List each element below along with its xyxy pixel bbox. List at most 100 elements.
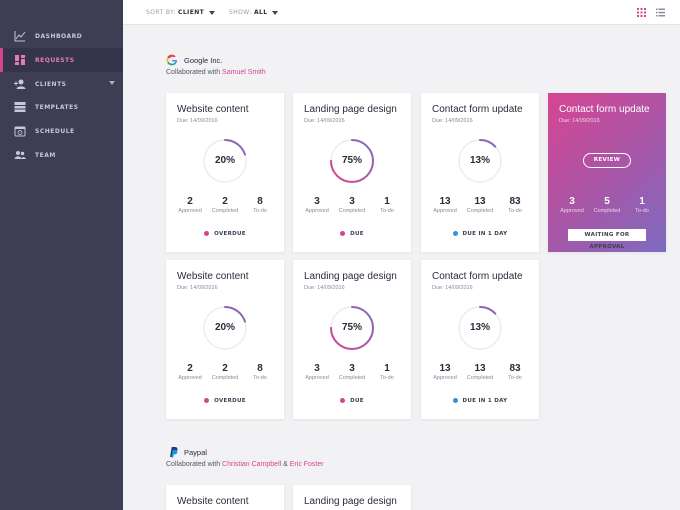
request-card[interactable]: Website content Due: 14/09/2016 20% 2 Ap… — [166, 260, 284, 419]
status-dot — [452, 231, 458, 236]
status-indicator: DUE IN 1 DAY — [421, 398, 539, 404]
paypal-logo — [170, 447, 178, 458]
todo-count: 8 — [257, 363, 263, 374]
completed-label: Completed — [338, 375, 366, 381]
status-dot — [204, 398, 210, 403]
sidebar-item-label: TEMPLATES — [35, 103, 79, 111]
status-label: DUE IN 1 DAY — [462, 398, 508, 404]
todo-count: 83 — [509, 196, 521, 207]
stat-approved: 3 Approved — [297, 196, 337, 214]
card-due-date: Due: 14/09/2016 — [559, 118, 600, 124]
approved-label: Approved — [305, 208, 329, 214]
sort-by-dropdown[interactable]: SORT BY: CLIENT — [146, 9, 216, 16]
sidebar-item-label: REQUESTS — [35, 56, 75, 64]
collaborator-link[interactable]: Eric Foster — [289, 461, 324, 468]
sidebar-item-clients[interactable]: CLIENTS — [0, 72, 123, 96]
approved-label: Approved — [178, 375, 202, 381]
stat-todo: 1 To-do — [622, 196, 662, 214]
todo-count: 1 — [384, 363, 390, 374]
request-card-featured[interactable]: Contact form update Due: 14/09/2016 REVI… — [548, 93, 666, 252]
card-due-date: Due: 14/09/2016 — [304, 285, 345, 291]
users-icon — [14, 79, 26, 89]
approved-count: 3 — [314, 196, 320, 207]
client-name: Google Inc. — [184, 56, 223, 65]
grid-view-icon[interactable] — [637, 8, 646, 17]
progress-percent: 13% — [469, 155, 490, 166]
progress-percent: 75% — [341, 322, 362, 333]
status-indicator: OVERDUE — [166, 231, 284, 237]
stat-approved: 3 Approved — [297, 363, 337, 381]
request-card[interactable]: Website content Due: 14/09/2016 20% 2 Ap… — [166, 93, 284, 252]
chevron-down-icon — [209, 10, 216, 15]
calendar-icon — [14, 126, 26, 137]
sidebar-item-requests[interactable]: REQUESTS — [0, 48, 123, 72]
request-card[interactable]: Website content — [166, 485, 284, 510]
stat-completed: 5 Completed — [587, 196, 627, 214]
progress-percent: 20% — [214, 322, 235, 333]
stat-todo: 1 To-do — [367, 363, 407, 381]
request-card[interactable]: Contact form update Due: 14/09/2016 13% … — [421, 260, 539, 419]
approved-label: Approved — [178, 208, 202, 214]
approved-count: 2 — [187, 363, 193, 374]
approved-count: 2 — [187, 196, 193, 207]
completed-label: Completed — [466, 375, 494, 381]
collaborator-link[interactable]: Samuel Smith — [222, 69, 266, 76]
todo-label: To-do — [508, 208, 522, 214]
show-dropdown[interactable]: SHOW: ALL — [229, 9, 279, 16]
progress-ring — [203, 139, 247, 183]
sort-by-value: CLIENT — [178, 9, 205, 16]
status-label: DUE — [350, 231, 364, 237]
todo-label: To-do — [635, 208, 649, 214]
status-badge: WAITING FOR APPROVAL — [568, 229, 646, 250]
request-card[interactable]: Landing page design — [293, 485, 411, 510]
sidebar-item-team[interactable]: TEAM — [0, 143, 123, 167]
review-button[interactable]: REVIEW — [583, 153, 631, 168]
status-dot — [340, 231, 346, 236]
status-label: DUE IN 1 DAY — [462, 231, 508, 237]
status-indicator: OVERDUE — [166, 398, 284, 404]
sidebar-item-templates[interactable]: TEMPLATES — [0, 95, 123, 119]
todo-count: 1 — [639, 196, 645, 207]
status-indicator: DUE IN 1 DAY — [421, 231, 539, 237]
card-due-date: Due: 14/09/2016 — [177, 118, 218, 124]
progress-ring — [203, 306, 247, 350]
collab-prefix: Collaborated with — [166, 69, 221, 76]
list-view-icon[interactable] — [656, 8, 665, 17]
status-indicator: DUE — [293, 231, 411, 237]
card-title: Contact form update — [432, 271, 523, 282]
todo-count: 1 — [384, 196, 390, 207]
approved-label: Approved — [560, 208, 584, 214]
card-title: Contact form update — [432, 104, 523, 115]
sidebar-item-dashboard[interactable]: DASHBOARD — [0, 24, 123, 48]
card-title: Website content — [177, 496, 249, 507]
todo-label: To-do — [253, 375, 267, 381]
collaborators-line: Collaborated with Samuel Smith — [166, 69, 266, 76]
request-card[interactable]: Contact form update Due: 14/09/2016 13% … — [421, 93, 539, 252]
progress-percent: 20% — [214, 155, 235, 166]
stat-completed: 3 Completed — [332, 196, 372, 214]
collaborator-link[interactable]: Christian Campbell — [222, 461, 282, 468]
grid-icon — [15, 55, 25, 65]
stat-completed: 13 Completed — [460, 363, 500, 381]
stat-todo: 83 To-do — [495, 363, 535, 381]
completed-count: 13 — [474, 196, 486, 207]
card-due-date: Due: 14/09/2016 — [432, 118, 473, 124]
stat-approved: 2 Approved — [170, 363, 210, 381]
card-title: Landing page design — [304, 271, 397, 282]
card-due-date: Due: 14/09/2016 — [177, 285, 218, 291]
request-card[interactable]: Landing page design Due: 14/09/2016 75% … — [293, 93, 411, 252]
todo-label: To-do — [508, 375, 522, 381]
status-dot — [452, 398, 458, 403]
stat-approved: 13 Approved — [425, 196, 465, 214]
approved-count: 3 — [314, 363, 320, 374]
sidebar-item-schedule[interactable]: SCHEDULE — [0, 119, 123, 143]
stat-completed: 2 Completed — [205, 196, 245, 214]
approved-label: Approved — [433, 375, 457, 381]
request-card[interactable]: Landing page design Due: 14/09/2016 75% … — [293, 260, 411, 419]
stat-todo: 8 To-do — [240, 363, 280, 381]
approved-count: 3 — [569, 196, 575, 207]
completed-count: 3 — [349, 196, 355, 207]
completed-count: 2 — [222, 363, 228, 374]
card-title: Landing page design — [304, 496, 397, 507]
card-due-date: Due: 14/09/2016 — [304, 118, 345, 124]
